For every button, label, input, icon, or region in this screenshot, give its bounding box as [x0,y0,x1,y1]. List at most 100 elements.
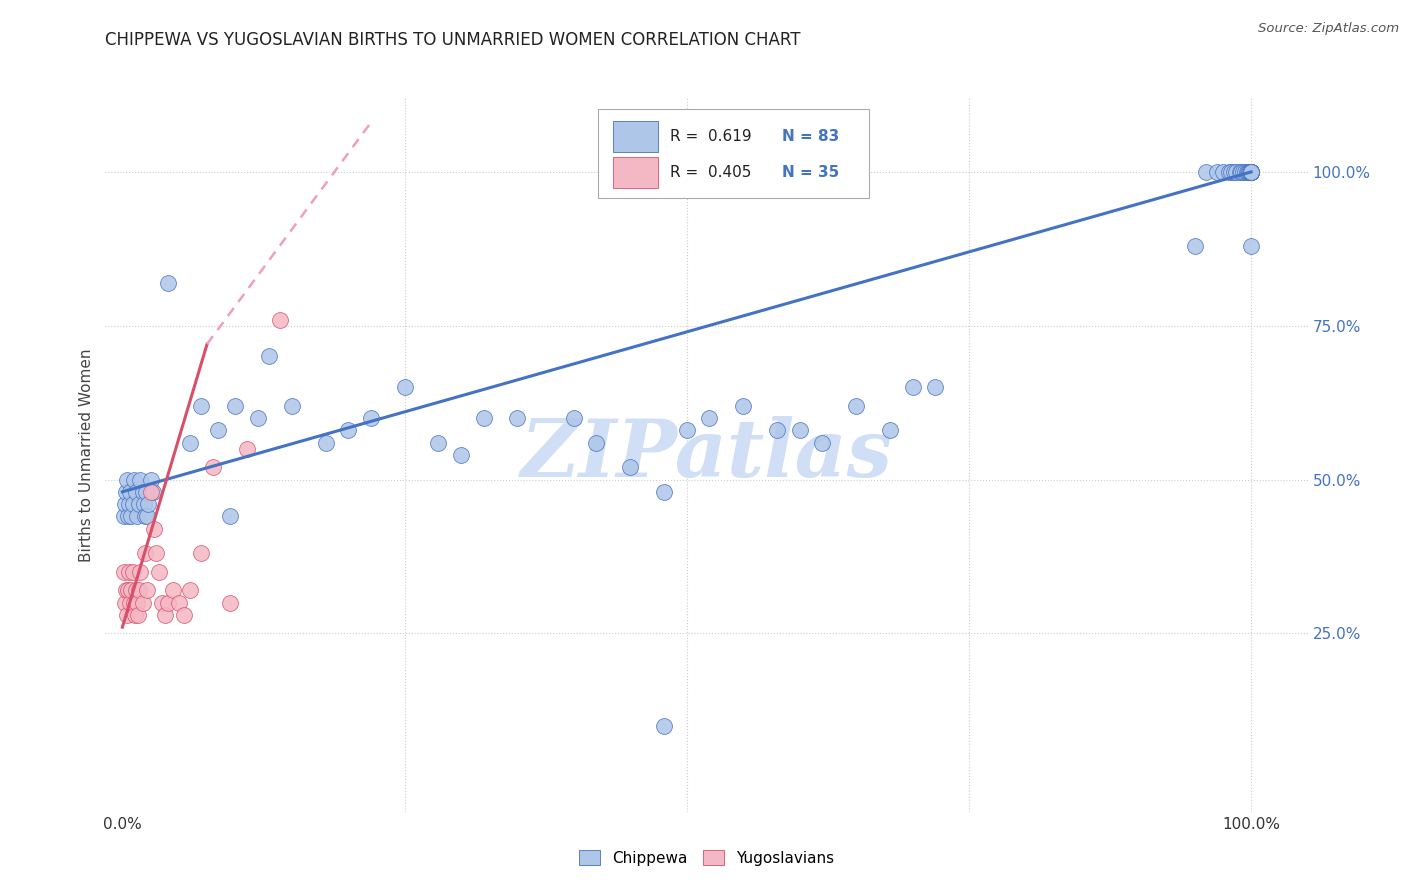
Point [1240,165,1263,179]
Point [901,380,924,394]
Point [224,399,246,413]
Point [619,460,641,475]
Point [1240,165,1263,179]
Point [155,607,177,622]
Point [156,276,179,290]
Point [789,423,811,437]
Text: R =  0.405: R = 0.405 [671,165,752,180]
Point [122,596,145,610]
Point [1240,165,1263,179]
Point [1240,165,1263,179]
Point [427,435,450,450]
Point [699,411,721,425]
Point [1240,165,1263,179]
Point [315,435,337,450]
Point [122,473,145,487]
Point [145,546,167,560]
Point [1232,165,1254,179]
Point [162,583,184,598]
Point [134,546,156,560]
Point [235,442,257,456]
Point [117,583,139,598]
Point [1206,165,1229,179]
Text: R =  0.619: R = 0.619 [671,129,752,145]
Point [269,312,291,326]
Point [156,596,179,610]
Point [1229,165,1251,179]
Point [134,509,156,524]
Legend: Chippewa, Yugoslavians: Chippewa, Yugoslavians [572,844,841,871]
FancyBboxPatch shape [599,109,869,198]
Point [139,473,162,487]
Point [1236,165,1258,179]
Point [652,718,675,732]
Point [128,583,150,598]
Point [1240,165,1263,179]
Point [128,497,150,511]
Point [924,380,946,394]
Point [143,522,166,536]
Point [1240,165,1263,179]
Point [1195,165,1218,179]
Point [118,497,141,511]
Point [138,497,160,511]
Point [201,460,224,475]
Point [280,399,302,413]
Point [1239,165,1261,179]
Point [120,509,142,524]
Point [125,583,148,598]
Point [120,596,142,610]
Text: N = 83: N = 83 [782,129,839,145]
Point [114,484,136,499]
Point [1236,165,1258,179]
Text: N = 35: N = 35 [782,165,839,180]
Point [118,565,141,579]
Point [121,565,143,579]
Point [131,484,153,499]
Point [125,596,148,610]
Point [1237,165,1260,179]
Point [394,380,416,394]
Point [246,411,269,425]
Point [766,423,789,437]
Point [337,423,360,437]
Point [114,497,136,511]
Point [1184,239,1206,253]
Point [121,497,143,511]
Point [142,484,165,499]
Point [675,423,697,437]
Point [136,509,159,524]
Point [129,473,152,487]
Point [218,509,240,524]
Point [450,448,472,462]
Text: Source: ZipAtlas.com: Source: ZipAtlas.com [1258,22,1399,36]
Point [1240,165,1263,179]
Point [652,484,675,499]
Point [120,484,142,499]
Point [120,583,142,598]
Text: CHIPPEWA VS YUGOSLAVIAN BIRTHS TO UNMARRIED WOMEN CORRELATION CHART: CHIPPEWA VS YUGOSLAVIAN BIRTHS TO UNMARR… [105,31,801,49]
Point [131,596,153,610]
Point [879,423,901,437]
Point [360,411,382,425]
Point [811,435,834,450]
Point [114,596,136,610]
Point [112,509,135,524]
Point [1218,165,1240,179]
Point [1240,165,1263,179]
Point [132,497,155,511]
Point [1230,165,1253,179]
Point [179,583,201,598]
Point [190,546,212,560]
Point [179,435,201,450]
FancyBboxPatch shape [613,157,658,188]
Point [845,399,868,413]
Point [218,596,240,610]
Point [472,411,495,425]
Text: ZIPatlas: ZIPatlas [520,417,893,493]
Point [173,607,195,622]
Point [1223,165,1246,179]
Point [150,596,173,610]
Y-axis label: Births to Unmarried Women: Births to Unmarried Women [79,348,94,562]
Point [585,435,607,450]
